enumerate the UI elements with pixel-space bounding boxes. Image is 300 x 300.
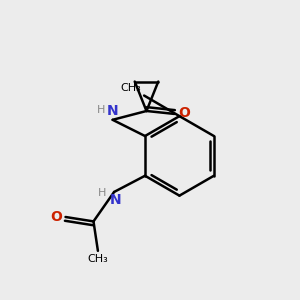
Text: N: N xyxy=(110,194,122,207)
Text: H: H xyxy=(97,104,106,115)
Text: N: N xyxy=(107,104,118,118)
Text: O: O xyxy=(50,210,62,224)
Text: H: H xyxy=(98,188,106,198)
Text: O: O xyxy=(178,106,190,120)
Text: CH₃: CH₃ xyxy=(120,83,141,93)
Text: CH₃: CH₃ xyxy=(88,254,108,264)
